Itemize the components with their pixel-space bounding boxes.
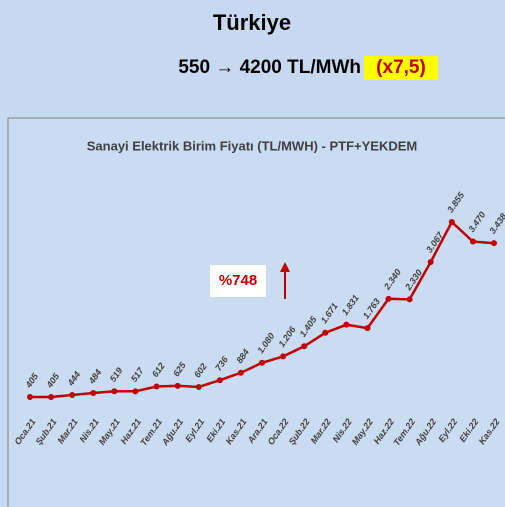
point (259, 359, 265, 366)
point (69, 392, 76, 399)
annotation-box (210, 265, 266, 297)
point (48, 394, 55, 400)
point (427, 258, 434, 265)
header-subtitle: 550 → 4200 TL/MWh (178, 57, 361, 78)
point (448, 219, 455, 225)
highlight-bg (364, 56, 438, 80)
arrow-head (280, 262, 290, 272)
point (237, 369, 244, 376)
point (90, 389, 97, 396)
point (301, 343, 308, 350)
point (343, 321, 350, 328)
point (153, 383, 160, 390)
point (364, 325, 371, 332)
header-highlight: (x7,5) (376, 57, 426, 78)
point (406, 296, 413, 303)
chart-title: Sanayi Elektrik Birim Fiyatı (TL/MWH) - … (87, 138, 417, 153)
point (280, 353, 287, 360)
header-title: Türkiye (213, 10, 291, 35)
point (132, 388, 139, 395)
chart-frame (7, 117, 505, 507)
point (469, 238, 476, 245)
point (27, 394, 33, 400)
point (174, 382, 181, 389)
point (216, 377, 223, 384)
annotation: %748 (219, 272, 257, 289)
point (195, 384, 202, 391)
point (385, 295, 392, 302)
point (491, 240, 497, 247)
point (111, 388, 118, 395)
point (322, 329, 329, 336)
